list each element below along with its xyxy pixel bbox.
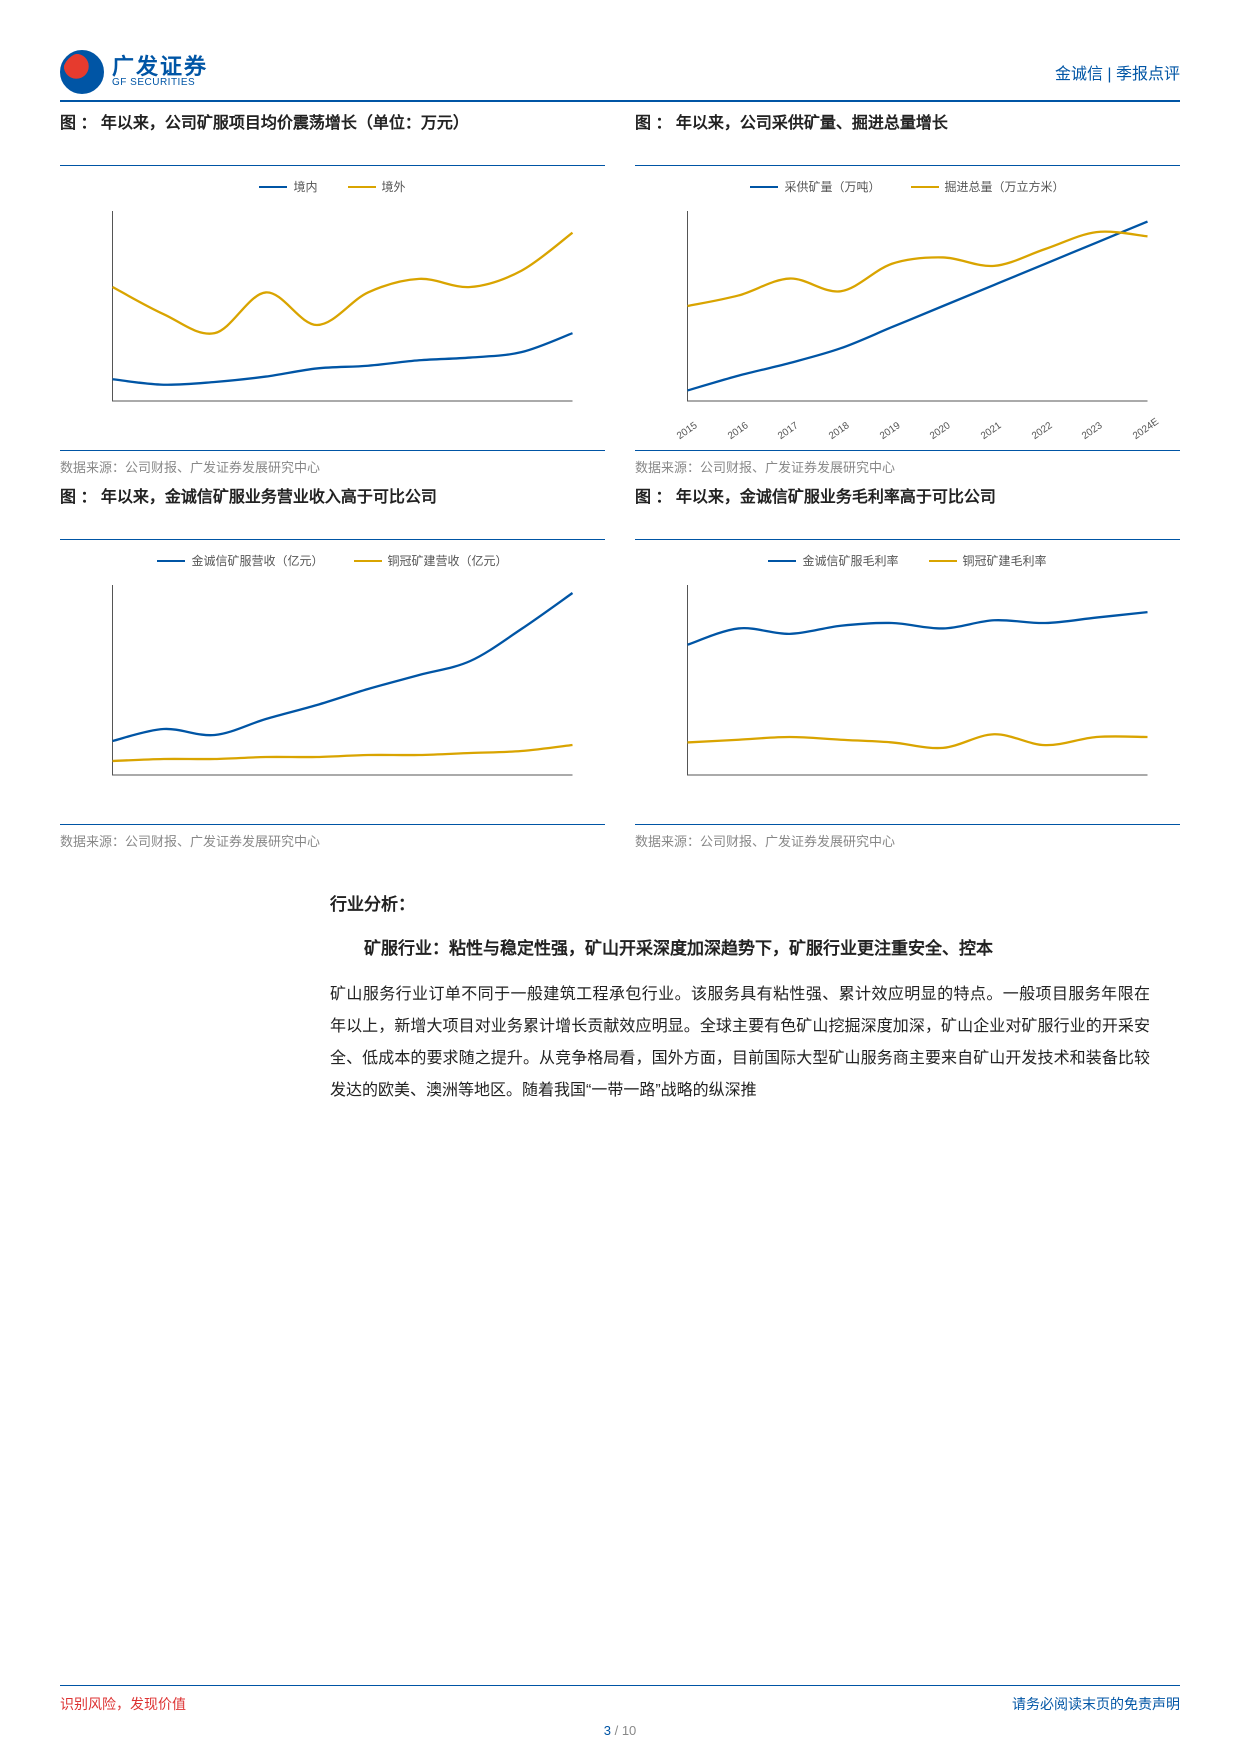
chart-3-legend: 金诚信矿服营收（亿元） 铜冠矿建营收（亿元） [60,540,605,575]
section-subtitle: 矿服行业：粘性与稳定性强，矿山开采深度加深趋势下，矿服行业更注重安全、控本 [330,933,1150,965]
chart-4-source: 数据来源：公司财报、广发证券发展研究中心 [635,824,1180,850]
page-current: 3 [604,1723,611,1738]
chart-2-title: 图 ： 年以来，公司采供矿量、掘进总量增长 [635,112,1180,166]
legend-swatch-icon [354,560,382,562]
chart-4-legend: 金诚信矿服毛利率 铜冠矿建毛利率 [635,540,1180,575]
chart-2-legend: 采供矿量（万吨） 掘进总量（万立方米） [635,166,1180,201]
legend-label: 铜冠矿建营收（亿元） [388,552,508,569]
chart-3: 图 ： 年以来，金诚信矿服业务营业收入高于可比公司 金诚信矿服营收（亿元） 铜冠矿… [60,486,605,850]
legend-item: 金诚信矿服营收（亿元） [157,552,323,569]
page-number: 3 / 10 [60,1723,1180,1738]
legend-swatch-icon [768,560,796,562]
legend-label: 境外 [382,178,406,195]
chart-4: 图 ： 年以来，金诚信矿服业务毛利率高于可比公司 金诚信矿服毛利率 铜冠矿建毛利率… [635,486,1180,850]
legend-label: 金诚信矿服毛利率 [802,552,898,569]
x-axis-label: 2023 [1080,420,1105,442]
chart-1-source: 数据来源：公司财报、广发证券发展研究中心 [60,450,605,476]
legend-swatch-icon [348,186,376,188]
header-subject: 金诚信 | 季报点评 [1055,60,1180,84]
legend-item: 铜冠矿建营收（亿元） [354,552,508,569]
legend-item: 境内 [259,178,317,195]
legend-swatch-icon [259,186,287,188]
page-total: 10 [622,1723,636,1738]
chart-3-source: 数据来源：公司财报、广发证券发展研究中心 [60,824,605,850]
section-title: 行业分析： [330,890,1150,915]
chart-2-plot [635,201,1180,421]
chart-3-title: 图 ： 年以来，金诚信矿服业务营业收入高于可比公司 [60,486,605,540]
paragraph: 矿山服务行业订单不同于一般建筑工程承包行业。该服务具有粘性强、累计效应明显的特点… [330,979,1150,1107]
chart-2-source: 数据来源：公司财报、广发证券发展研究中心 [635,450,1180,476]
footer-left: 识别风险，发现价值 [60,1694,186,1714]
x-axis-label: 2020 [928,420,953,442]
footer-right: 请务必阅读末页的免责声明 [1012,1694,1180,1714]
legend-swatch-icon [929,560,957,562]
chart-1: 图 ： 年以来，公司矿服项目均价震荡增长（单位：万元） 境内 境外 数据来源：公司… [60,112,605,476]
legend-item: 掘进总量（万立方米） [911,178,1065,195]
page-footer: 识别风险，发现价值 请务必阅读末页的免责声明 3 / 10 [60,1685,1180,1714]
legend-label: 境内 [293,178,317,195]
chart-3-plot [60,575,605,795]
x-axis-label: 2017 [776,420,801,442]
x-axis-label: 2016 [726,420,751,442]
body-text: 行业分析： 矿服行业：粘性与稳定性强，矿山开采深度加深趋势下，矿服行业更注重安全… [60,890,1180,1107]
chart-1-title: 图 ： 年以来，公司矿服项目均价震荡增长（单位：万元） [60,112,605,166]
legend-label: 铜冠矿建毛利率 [963,552,1047,569]
chart-4-title: 图 ： 年以来，金诚信矿服业务毛利率高于可比公司 [635,486,1180,540]
logo-text-cn: 广发证券 [112,55,208,78]
x-axis-label: 2021 [979,420,1004,442]
logo-text-en: GF SECURITIES [112,78,208,89]
legend-label: 掘进总量（万立方米） [945,178,1065,195]
chart-2-xlabels: 2015201620172018201920202021202220232024… [675,433,1160,444]
charts-grid: 图 ： 年以来，公司矿服项目均价震荡增长（单位：万元） 境内 境外 数据来源：公司… [60,112,1180,850]
legend-swatch-icon [911,186,939,188]
chart-1-legend: 境内 境外 [60,166,605,201]
x-axis-label: 2015 [675,420,700,442]
x-axis-label: 2019 [878,420,903,442]
chart-1-plot [60,201,605,421]
legend-item: 境外 [348,178,406,195]
chart-4-plot [635,575,1180,795]
legend-swatch-icon [750,186,778,188]
legend-label: 采供矿量（万吨） [784,178,880,195]
legend-item: 采供矿量（万吨） [750,178,880,195]
x-axis-label: 2022 [1030,420,1055,442]
logo-mark-icon [60,50,104,94]
logo: 广发证券 GF SECURITIES [60,50,208,94]
x-axis-label: 2018 [827,420,852,442]
legend-item: 金诚信矿服毛利率 [768,552,898,569]
legend-swatch-icon [157,560,185,562]
legend-label: 金诚信矿服营收（亿元） [191,552,323,569]
legend-item: 铜冠矿建毛利率 [929,552,1047,569]
chart-2: 图 ： 年以来，公司采供矿量、掘进总量增长 采供矿量（万吨） 掘进总量（万立方米）… [635,112,1180,476]
page-header: 广发证券 GF SECURITIES 金诚信 | 季报点评 [60,50,1180,102]
